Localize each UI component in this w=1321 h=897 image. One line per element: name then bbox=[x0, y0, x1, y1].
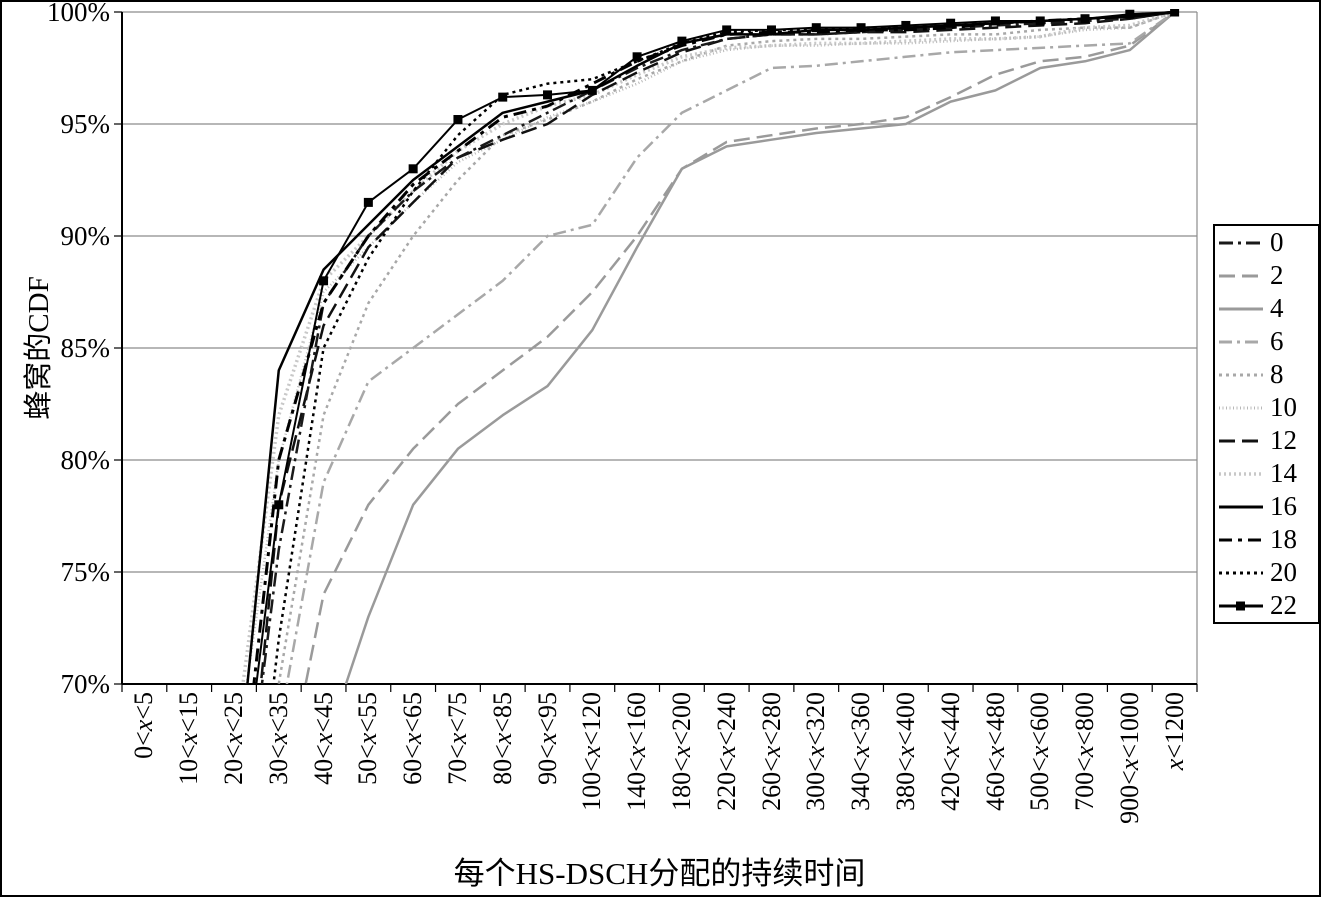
series-line-14 bbox=[241, 10, 1176, 684]
legend-label: 4 bbox=[1270, 293, 1284, 323]
legend-line-sample bbox=[1219, 340, 1263, 343]
legend-label: 2 bbox=[1270, 260, 1284, 290]
series-marker bbox=[1080, 14, 1090, 24]
series-line-12 bbox=[259, 10, 1175, 684]
legend-label: 12 bbox=[1270, 425, 1297, 455]
series-line-16 bbox=[246, 10, 1175, 684]
legend-label: 0 bbox=[1270, 227, 1284, 257]
legend-line-sample bbox=[1219, 538, 1263, 541]
legend-line-sample bbox=[1219, 439, 1263, 442]
legend-label: 22 bbox=[1270, 590, 1297, 620]
series-marker bbox=[498, 92, 508, 102]
series-marker bbox=[901, 20, 911, 30]
series-line-10 bbox=[245, 10, 1176, 684]
legend-label: 18 bbox=[1270, 524, 1297, 554]
legend-line-sample bbox=[1219, 241, 1263, 244]
series-marker bbox=[408, 164, 418, 174]
legend-line-sample bbox=[1219, 571, 1263, 574]
y-tick-label: 95% bbox=[60, 109, 111, 139]
legend-label: 20 bbox=[1270, 557, 1297, 587]
y-tick-label: 100% bbox=[47, 0, 110, 27]
series-marker bbox=[632, 52, 642, 62]
legend-item-2: 2 bbox=[1215, 259, 1318, 292]
series-marker bbox=[1035, 16, 1045, 26]
x-axis-title: 每个HS-DSCH分配的持续时间 bbox=[453, 856, 866, 891]
series-marker bbox=[677, 36, 687, 46]
series-marker bbox=[990, 16, 1000, 26]
series-line-22 bbox=[255, 11, 1175, 684]
legend-line-sample bbox=[1219, 274, 1263, 277]
y-tick-label: 80% bbox=[60, 445, 111, 475]
legend-line-sample bbox=[1219, 505, 1263, 508]
legend-label: 16 bbox=[1270, 491, 1297, 521]
series-line-0 bbox=[260, 10, 1175, 684]
legend-label: 8 bbox=[1270, 359, 1284, 389]
legend-item-22: 22 bbox=[1215, 589, 1318, 622]
legend-item-4: 4 bbox=[1215, 292, 1318, 325]
y-tick-label: 75% bbox=[60, 557, 111, 587]
series-marker bbox=[274, 500, 284, 510]
legend-line-sample bbox=[1219, 406, 1263, 409]
series-marker bbox=[1170, 9, 1180, 17]
series-marker bbox=[587, 85, 597, 95]
series-marker bbox=[766, 25, 776, 35]
legend-item-6: 6 bbox=[1215, 325, 1318, 358]
series-marker bbox=[543, 90, 553, 100]
legend-item-12: 12 bbox=[1215, 424, 1318, 457]
series-marker bbox=[811, 23, 821, 33]
legend-item-10: 10 bbox=[1215, 391, 1318, 424]
legend-item-18: 18 bbox=[1215, 523, 1318, 556]
y-axis-title: 蜂窝的CDF bbox=[23, 276, 55, 420]
series-marker bbox=[1125, 9, 1135, 19]
series-marker bbox=[856, 23, 866, 33]
series-marker bbox=[946, 18, 956, 28]
legend-label: 14 bbox=[1270, 458, 1297, 488]
legend-line-sample bbox=[1219, 471, 1263, 476]
series-marker bbox=[453, 115, 463, 125]
y-tick-label: 85% bbox=[60, 333, 111, 363]
series-marker bbox=[363, 197, 373, 207]
series-line-8 bbox=[277, 10, 1176, 684]
series-line-4 bbox=[344, 11, 1176, 684]
legend-item-0: 0 bbox=[1215, 226, 1318, 259]
series-line-6 bbox=[285, 10, 1176, 684]
legend-item-20: 20 bbox=[1215, 556, 1318, 589]
legend-line-sample bbox=[1219, 307, 1263, 310]
series-marker bbox=[722, 25, 732, 35]
legend-line-sample bbox=[1219, 601, 1263, 610]
legend-label: 10 bbox=[1270, 392, 1297, 422]
legend-item-8: 8 bbox=[1215, 358, 1318, 391]
legend-line-sample bbox=[1219, 373, 1263, 376]
legend-label: 6 bbox=[1270, 326, 1284, 356]
y-tick-label: 90% bbox=[60, 221, 111, 251]
legend-item-14: 14 bbox=[1215, 457, 1318, 490]
legend: 0 2 4 6 8 10 12 14 16 18 20 22 bbox=[1213, 224, 1319, 624]
y-tick-label: 70% bbox=[60, 669, 111, 699]
series-marker bbox=[319, 276, 329, 286]
legend-item-16: 16 bbox=[1215, 490, 1318, 523]
series-line-2 bbox=[304, 11, 1176, 684]
